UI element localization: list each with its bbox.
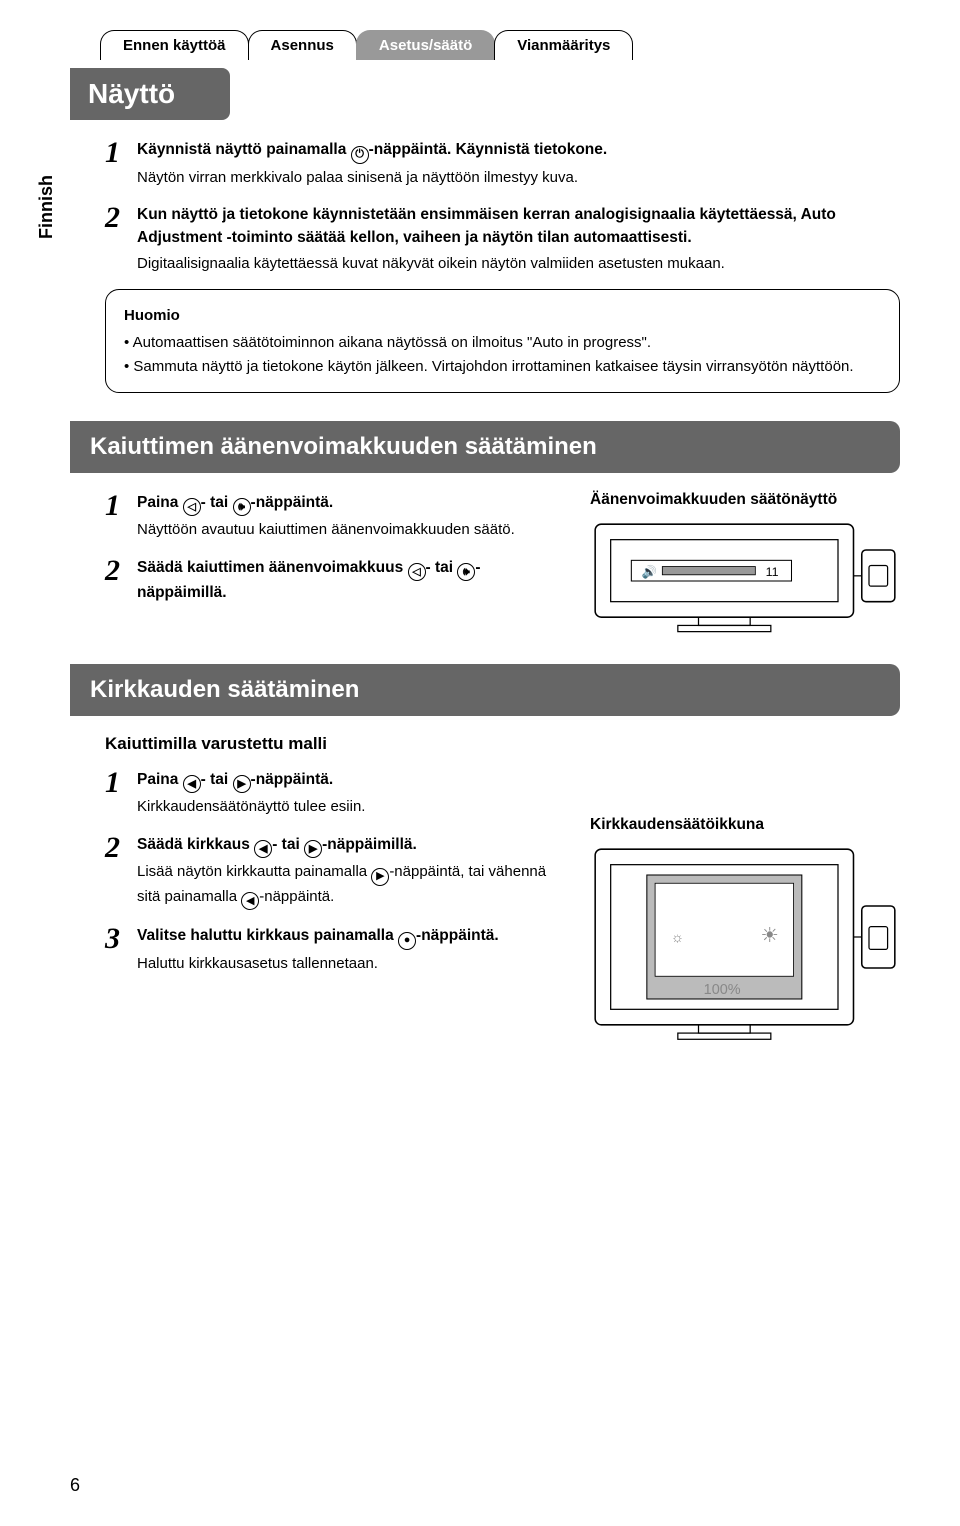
monitor-brightness-svg: ☼ ☀ 100% bbox=[590, 844, 900, 1051]
volume-down-icon: ◁ bbox=[408, 563, 426, 581]
section-volume-heading: Kaiuttimen äänenvoimakkuuden säätäminen bbox=[70, 421, 900, 473]
step2-title: Kun näyttö ja tietokone käynnistetään en… bbox=[137, 203, 900, 250]
v2-a: Säädä kaiuttimen äänenvoimakkuus bbox=[137, 559, 408, 576]
nav-tabs: Ennen käyttöä Asennus Asetus/säätö Vianm… bbox=[100, 30, 900, 60]
b2-d-c: -näppäintä. bbox=[259, 888, 334, 905]
notice-item-2: Sammuta näyttö ja tietokone käytön jälke… bbox=[124, 355, 881, 378]
tab-before-use[interactable]: Ennen käyttöä bbox=[100, 30, 249, 60]
tab-settings[interactable]: Asetus/säätö bbox=[356, 30, 495, 60]
b1-desc: Kirkkaudensäätönäyttö tulee esiin. bbox=[137, 796, 560, 819]
language-side-label: Finnish bbox=[36, 175, 57, 239]
step-number: 3 bbox=[105, 924, 137, 954]
notice-item-1: Automaattisen säätötoiminnon aikana näyt… bbox=[124, 331, 881, 354]
enter-icon: ● bbox=[398, 932, 416, 950]
b1-a: Paina bbox=[137, 771, 183, 788]
brightness-step-3: 3 Valitse haluttu kirkkaus painamalla ●-… bbox=[105, 924, 560, 975]
v1-c: -näppäintä. bbox=[251, 494, 334, 511]
section-monitor: Näyttö bbox=[70, 68, 230, 120]
volume-illus-title: Äänenvoimakkuuden säätönäyttö bbox=[590, 491, 900, 509]
b3-a: Valitse haluttu kirkkaus painamalla bbox=[137, 927, 398, 944]
v1-b: - tai bbox=[201, 494, 233, 511]
power-icon: ⏻ bbox=[351, 146, 369, 164]
step-number: 1 bbox=[105, 768, 137, 798]
step2-desc: Digitaalisignaalia käytettäessä kuvat nä… bbox=[137, 253, 900, 276]
brightness-illustration: Kirkkaudensäätöikkuna ☼ ☀ 100% bbox=[590, 768, 900, 1056]
svg-text:🔊: 🔊 bbox=[642, 564, 657, 580]
volume-steps: 1 Paina ◁- tai 🕪-näppäintä. Näyttöön ava… bbox=[105, 491, 560, 622]
step1-text-b: -näppäintä. Käynnistä tietokone. bbox=[369, 141, 608, 158]
b1-b: - tai bbox=[201, 771, 233, 788]
monitor-volume-svg: 🔊 11 bbox=[590, 519, 900, 643]
step-number: 2 bbox=[105, 833, 137, 863]
left-arrow-icon: ◀ bbox=[254, 840, 272, 858]
left-arrow-icon: ◀ bbox=[183, 775, 201, 793]
right-arrow-icon: ▶ bbox=[304, 840, 322, 858]
brightness-illus-title: Kirkkaudensäätöikkuna bbox=[590, 816, 900, 834]
volume-illustration: Äänenvoimakkuuden säätönäyttö 🔊 11 bbox=[590, 491, 900, 648]
b3-desc: Haluttu kirkkausasetus tallennetaan. bbox=[137, 953, 560, 976]
section-brightness-heading: Kirkkauden säätäminen bbox=[70, 664, 900, 716]
b1-c: -näppäintä. bbox=[251, 771, 334, 788]
volume-down-icon: ◁ bbox=[183, 498, 201, 516]
v1-desc: Näyttöön avautuu kaiuttimen äänenvoimakk… bbox=[137, 519, 560, 542]
monitor-step-1: 1 Käynnistä näyttö painamalla ⏻-näppäint… bbox=[105, 138, 900, 189]
tab-installation[interactable]: Asennus bbox=[248, 30, 357, 60]
notice-title: Huomio bbox=[124, 304, 881, 327]
step-number: 1 bbox=[105, 138, 137, 168]
volume-step-1: 1 Paina ◁- tai 🕪-näppäintä. Näyttöön ava… bbox=[105, 491, 560, 542]
step-number: 1 bbox=[105, 491, 137, 521]
svg-text:11: 11 bbox=[766, 565, 779, 579]
volume-up-icon: 🕪 bbox=[457, 563, 475, 581]
monitor-steps: 1 Käynnistä näyttö painamalla ⏻-näppäint… bbox=[105, 138, 900, 275]
b2-b: - tai bbox=[272, 836, 304, 853]
notice-box: Huomio Automaattisen säätötoiminnon aika… bbox=[105, 289, 900, 393]
step-number: 2 bbox=[105, 556, 137, 586]
step1-desc: Näytön virran merkkivalo palaa sinisenä … bbox=[137, 167, 900, 190]
v1-a: Paina bbox=[137, 494, 183, 511]
left-arrow-icon: ◀ bbox=[241, 892, 259, 910]
subsection-speakers-model: Kaiuttimilla varustettu malli bbox=[105, 734, 900, 754]
right-arrow-icon: ▶ bbox=[371, 868, 389, 886]
b2-d-a: Lisää näytön kirkkautta painamalla bbox=[137, 863, 371, 880]
brightness-step-1: 1 Paina ◀- tai ▶-näppäintä. Kirkkaudensä… bbox=[105, 768, 560, 819]
brightness-step-2: 2 Säädä kirkkaus ◀- tai ▶-näppäimillä. L… bbox=[105, 833, 560, 911]
b2-a: Säädä kirkkaus bbox=[137, 836, 254, 853]
b2-c: -näppäimillä. bbox=[322, 836, 417, 853]
monitor-step-2: 2 Kun näyttö ja tietokone käynnistetään … bbox=[105, 203, 900, 275]
svg-text:100%: 100% bbox=[704, 982, 741, 998]
brightness-steps: 1 Paina ◀- tai ▶-näppäintä. Kirkkaudensä… bbox=[105, 768, 560, 990]
svg-text:☼: ☼ bbox=[671, 930, 684, 946]
step1-text-a: Käynnistä näyttö painamalla bbox=[137, 141, 351, 158]
volume-up-icon: 🕪 bbox=[233, 498, 251, 516]
svg-text:☀: ☀ bbox=[760, 924, 779, 947]
page-number: 6 bbox=[70, 1475, 900, 1496]
tab-troubleshooting[interactable]: Vianmääritys bbox=[494, 30, 633, 60]
step-number: 2 bbox=[105, 203, 137, 233]
right-arrow-icon: ▶ bbox=[233, 775, 251, 793]
v2-b: - tai bbox=[426, 559, 458, 576]
b3-b: -näppäintä. bbox=[416, 927, 499, 944]
volume-step-2: 2 Säädä kaiuttimen äänenvoimakkuus ◁- ta… bbox=[105, 556, 560, 608]
